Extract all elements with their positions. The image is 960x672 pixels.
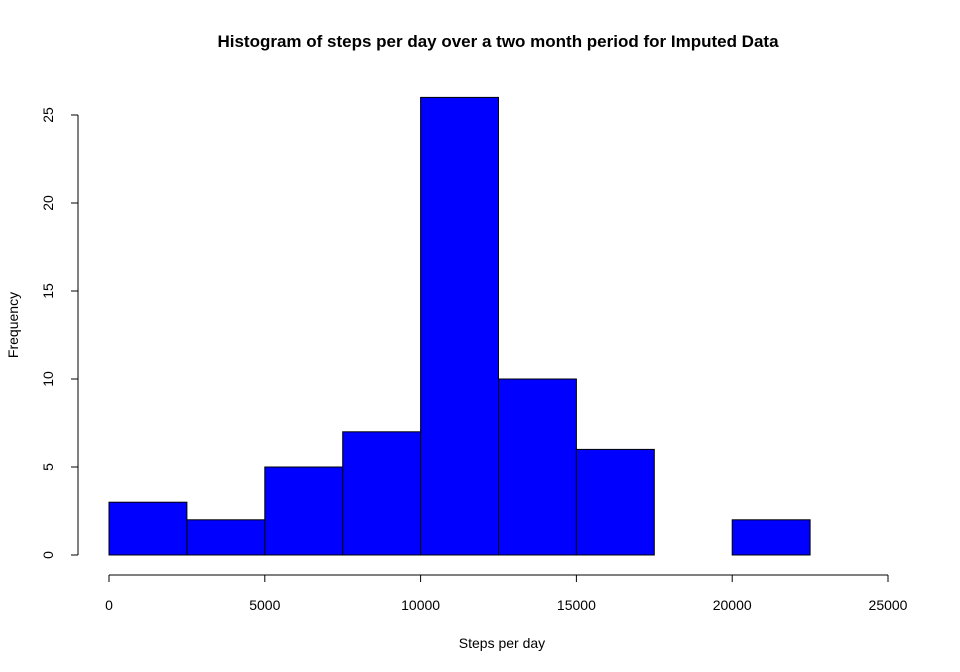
y-tick-label-1: 5 <box>40 463 56 471</box>
bars-group <box>108 96 811 556</box>
x-tick-label-3: 15000 <box>557 597 596 613</box>
y-axis-label: Frequency <box>5 292 21 358</box>
histogram-bar-4 <box>420 96 500 556</box>
histogram-bar-6 <box>575 448 655 556</box>
y-tick-label-5: 25 <box>40 107 56 123</box>
x-axis-label: Steps per day <box>459 635 545 651</box>
y-tick-label-0: 0 <box>40 551 56 559</box>
histogram-bar-3 <box>342 431 422 556</box>
histogram-bar-2 <box>264 466 344 556</box>
histogram-bar-8 <box>731 519 811 556</box>
x-tick-label-0: 0 <box>105 597 113 613</box>
x-tick-label-2: 10000 <box>401 597 440 613</box>
y-axis: 0 5 10 15 20 25 <box>40 107 79 559</box>
x-axis: 0 5000 10000 15000 20000 25000 <box>105 574 908 613</box>
x-tick-label-4: 20000 <box>713 597 752 613</box>
x-tick-label-1: 5000 <box>249 597 280 613</box>
y-tick-label-3: 15 <box>40 283 56 299</box>
x-tick-label-5: 25000 <box>869 597 908 613</box>
histogram-bar-1 <box>186 519 266 556</box>
y-tick-label-2: 10 <box>40 371 56 387</box>
histogram-bar-0 <box>108 501 188 556</box>
histogram-bar-5 <box>498 378 577 556</box>
y-tick-label-4: 20 <box>40 195 56 211</box>
chart-title: Histogram of steps per day over a two mo… <box>217 32 779 51</box>
